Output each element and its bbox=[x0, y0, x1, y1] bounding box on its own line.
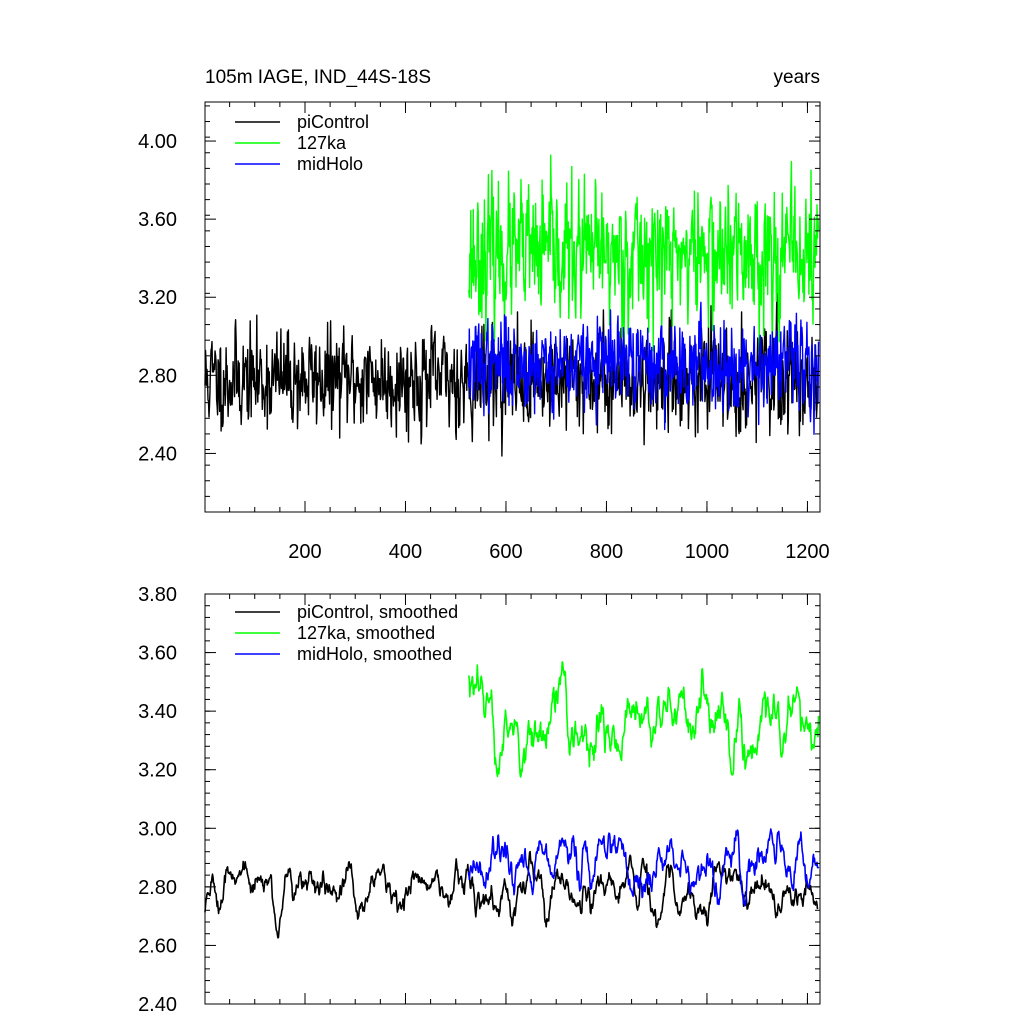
x-tick-label: 400 bbox=[389, 541, 422, 563]
y-tick-label: 2.80 bbox=[138, 877, 177, 899]
bottom-panel-series bbox=[204, 661, 820, 939]
y-tick-label: 3.40 bbox=[138, 701, 177, 723]
legend-label-127ka-smoothed: 127ka, smoothed bbox=[297, 623, 435, 643]
y-tick-label: 2.80 bbox=[138, 365, 177, 387]
top-panel-ticks: 2.40 2.80 3.20 3.60 4.00 200 400 600 800 1000 1200 bbox=[138, 102, 830, 563]
top-panel: 105m IAGE, IND_44S-18S years 2.40 2.80 3.2… bbox=[138, 67, 830, 563]
y-tick-label: 2.40 bbox=[138, 443, 177, 465]
legend-label-picontrol: piControl bbox=[297, 112, 369, 132]
series-line-127ka bbox=[468, 154, 820, 352]
y-tick-label: 3.20 bbox=[138, 760, 177, 782]
y-tick-label: 3.60 bbox=[138, 643, 177, 665]
series-line-midholo-smoothed bbox=[468, 828, 820, 907]
bottom-panel: 2.40 2.60 2.80 3.00 3.20 3.40 3.60 3.80 piContr… bbox=[138, 584, 821, 1016]
top-panel-series bbox=[204, 154, 820, 457]
top-panel-units: years bbox=[774, 67, 820, 88]
x-tick-label: 200 bbox=[288, 541, 321, 563]
y-tick-label: 3.00 bbox=[138, 818, 177, 840]
bottom-panel-ticks: 2.40 2.60 2.80 3.00 3.20 3.40 3.60 3.80 bbox=[138, 584, 820, 1016]
y-tick-label: 3.80 bbox=[138, 584, 177, 606]
y-tick-label: 2.60 bbox=[138, 935, 177, 957]
y-tick-label: 3.20 bbox=[138, 287, 177, 309]
bottom-panel-frame bbox=[204, 593, 821, 1005]
bottom-panel-legend: piControl, smoothed 127ka, smoothed midH… bbox=[235, 602, 458, 664]
series-line-127ka-smoothed bbox=[468, 661, 820, 778]
top-panel-title: 105m IAGE, IND_44S-18S bbox=[205, 67, 431, 88]
x-tick-label: 1000 bbox=[685, 541, 730, 563]
top-panel-frame bbox=[204, 101, 821, 513]
legend-label-picontrol-smoothed: piControl, smoothed bbox=[297, 602, 458, 622]
legend-label-midholo: midHolo bbox=[297, 154, 363, 174]
x-tick-label: 800 bbox=[590, 541, 623, 563]
y-tick-label: 3.60 bbox=[138, 209, 177, 231]
series-line-midholo bbox=[468, 301, 820, 435]
y-tick-label: 2.40 bbox=[138, 994, 177, 1016]
legend-label-127ka: 127ka bbox=[297, 133, 347, 153]
x-tick-label: 1200 bbox=[785, 541, 830, 563]
top-panel-legend: piControl 127ka midHolo bbox=[235, 112, 369, 174]
series-line-picontrol-smoothed bbox=[204, 850, 819, 939]
y-tick-label: 4.00 bbox=[138, 131, 177, 153]
x-tick-label: 600 bbox=[489, 541, 522, 563]
legend-label-midholo-smoothed: midHolo, smoothed bbox=[297, 644, 452, 664]
